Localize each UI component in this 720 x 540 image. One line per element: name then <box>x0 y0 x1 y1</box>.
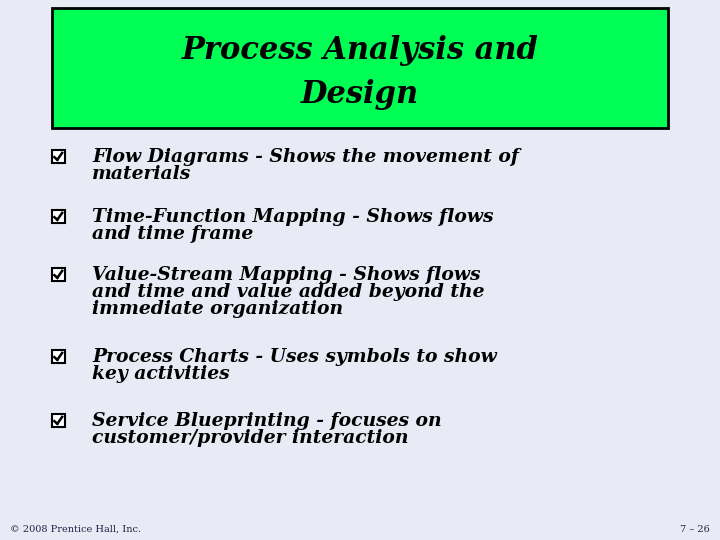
Text: materials: materials <box>92 165 192 183</box>
Bar <box>52 350 65 363</box>
Bar <box>52 210 65 223</box>
Text: Service Blueprinting - focuses on: Service Blueprinting - focuses on <box>92 412 441 430</box>
Bar <box>52 150 65 163</box>
Text: Value-Stream Mapping - Shows flows: Value-Stream Mapping - Shows flows <box>92 266 480 284</box>
Bar <box>52 414 65 427</box>
Text: immediate organization: immediate organization <box>92 300 343 318</box>
Text: customer/provider interaction: customer/provider interaction <box>92 429 408 447</box>
Text: Time-Function Mapping - Shows flows: Time-Function Mapping - Shows flows <box>92 208 493 226</box>
Text: 7 – 26: 7 – 26 <box>680 525 710 534</box>
Text: Process Charts - Uses symbols to show: Process Charts - Uses symbols to show <box>92 348 497 366</box>
Text: key activities: key activities <box>92 365 230 383</box>
Text: and time frame: and time frame <box>92 225 253 243</box>
FancyBboxPatch shape <box>52 8 668 128</box>
Text: and time and value added beyond the: and time and value added beyond the <box>92 283 485 301</box>
Text: Design: Design <box>301 79 419 110</box>
Text: Flow Diagrams - Shows the movement of: Flow Diagrams - Shows the movement of <box>92 148 519 166</box>
Text: © 2008 Prentice Hall, Inc.: © 2008 Prentice Hall, Inc. <box>10 525 141 534</box>
Bar <box>52 268 65 281</box>
Text: Process Analysis and: Process Analysis and <box>181 35 539 65</box>
